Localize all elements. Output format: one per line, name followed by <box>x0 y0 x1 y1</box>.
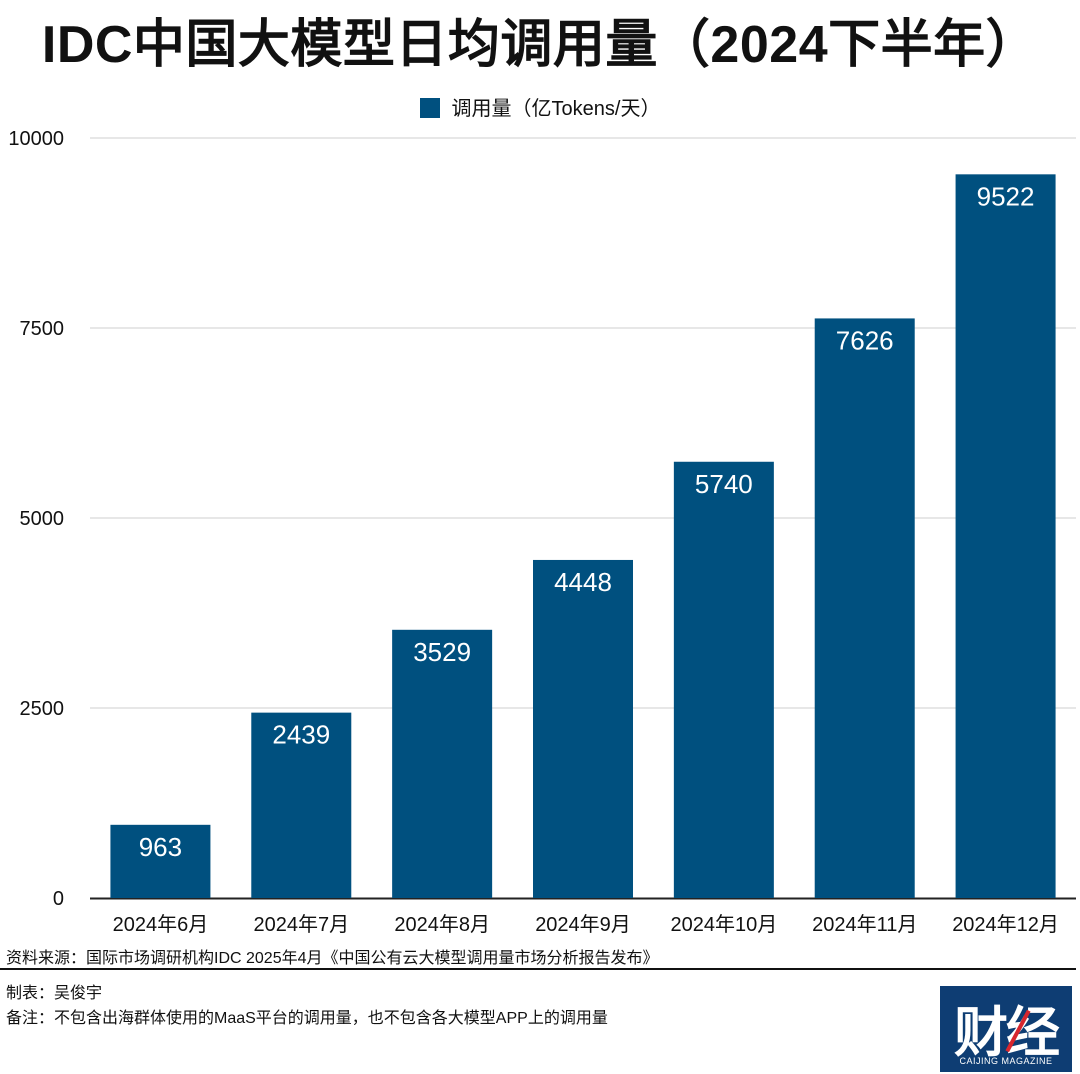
bar <box>533 559 633 898</box>
bar <box>251 712 352 898</box>
legend-swatch <box>419 98 440 118</box>
legend-label: 调用量（亿Tokens/天） <box>451 98 661 120</box>
data-label: 5740 <box>695 469 753 499</box>
maker-credit: 制表：吴俊宇 <box>6 985 103 1002</box>
y-tick-label: 7500 <box>20 318 65 340</box>
chart-title: IDC中国大模型日均调用量（2024下半年） <box>41 16 1039 74</box>
remark-note: 备注：不包含出海群体使用的MaaS平台的调用量，也不包含各大模型APP上的调用量 <box>6 1010 608 1027</box>
y-tick-label: 0 <box>53 888 64 910</box>
x-tick-label: 2024年11月 <box>812 913 917 936</box>
bar <box>392 629 493 898</box>
data-label: 963 <box>139 832 182 862</box>
x-tick-label: 2024年8月 <box>394 913 490 936</box>
bar <box>673 461 774 898</box>
bar-chart: 0 2500 5000 7500 10000 963 2024年6月 2439 2024年7月 3… <box>8 128 1076 936</box>
logo-mark: 财经 <box>954 1001 1060 1064</box>
data-label: 2439 <box>272 720 330 750</box>
data-label: 9522 <box>977 181 1035 211</box>
bar <box>110 824 211 898</box>
caijing-logo: 财经 CAIJING MAGAZINE <box>940 986 1072 1072</box>
data-label: 3529 <box>413 637 471 667</box>
source-note: 资料来源：国际市场调研机构IDC 2025年4月《中国公有云大模型调用量市场分析… <box>6 950 659 967</box>
x-tick-label: 2024年9月 <box>535 913 631 936</box>
x-tick-label: 2024年12月 <box>952 913 1059 936</box>
x-tick-label: 2024年6月 <box>113 913 209 936</box>
y-tick-label: 10000 <box>8 128 64 150</box>
footer-divider <box>0 968 1076 970</box>
data-label: 4448 <box>554 567 612 597</box>
x-tick-label: 2024年7月 <box>253 913 349 936</box>
x-tick-label: 2024年10月 <box>670 913 777 936</box>
chart-legend: 调用量（亿Tokens/天） <box>0 92 1080 121</box>
logo-subtext: CAIJING MAGAZINE <box>959 1056 1053 1066</box>
bar <box>814 318 915 898</box>
y-tick-label: 5000 <box>20 508 65 530</box>
data-label: 7626 <box>836 325 894 355</box>
bar <box>955 174 1056 898</box>
y-tick-label: 2500 <box>20 698 65 720</box>
